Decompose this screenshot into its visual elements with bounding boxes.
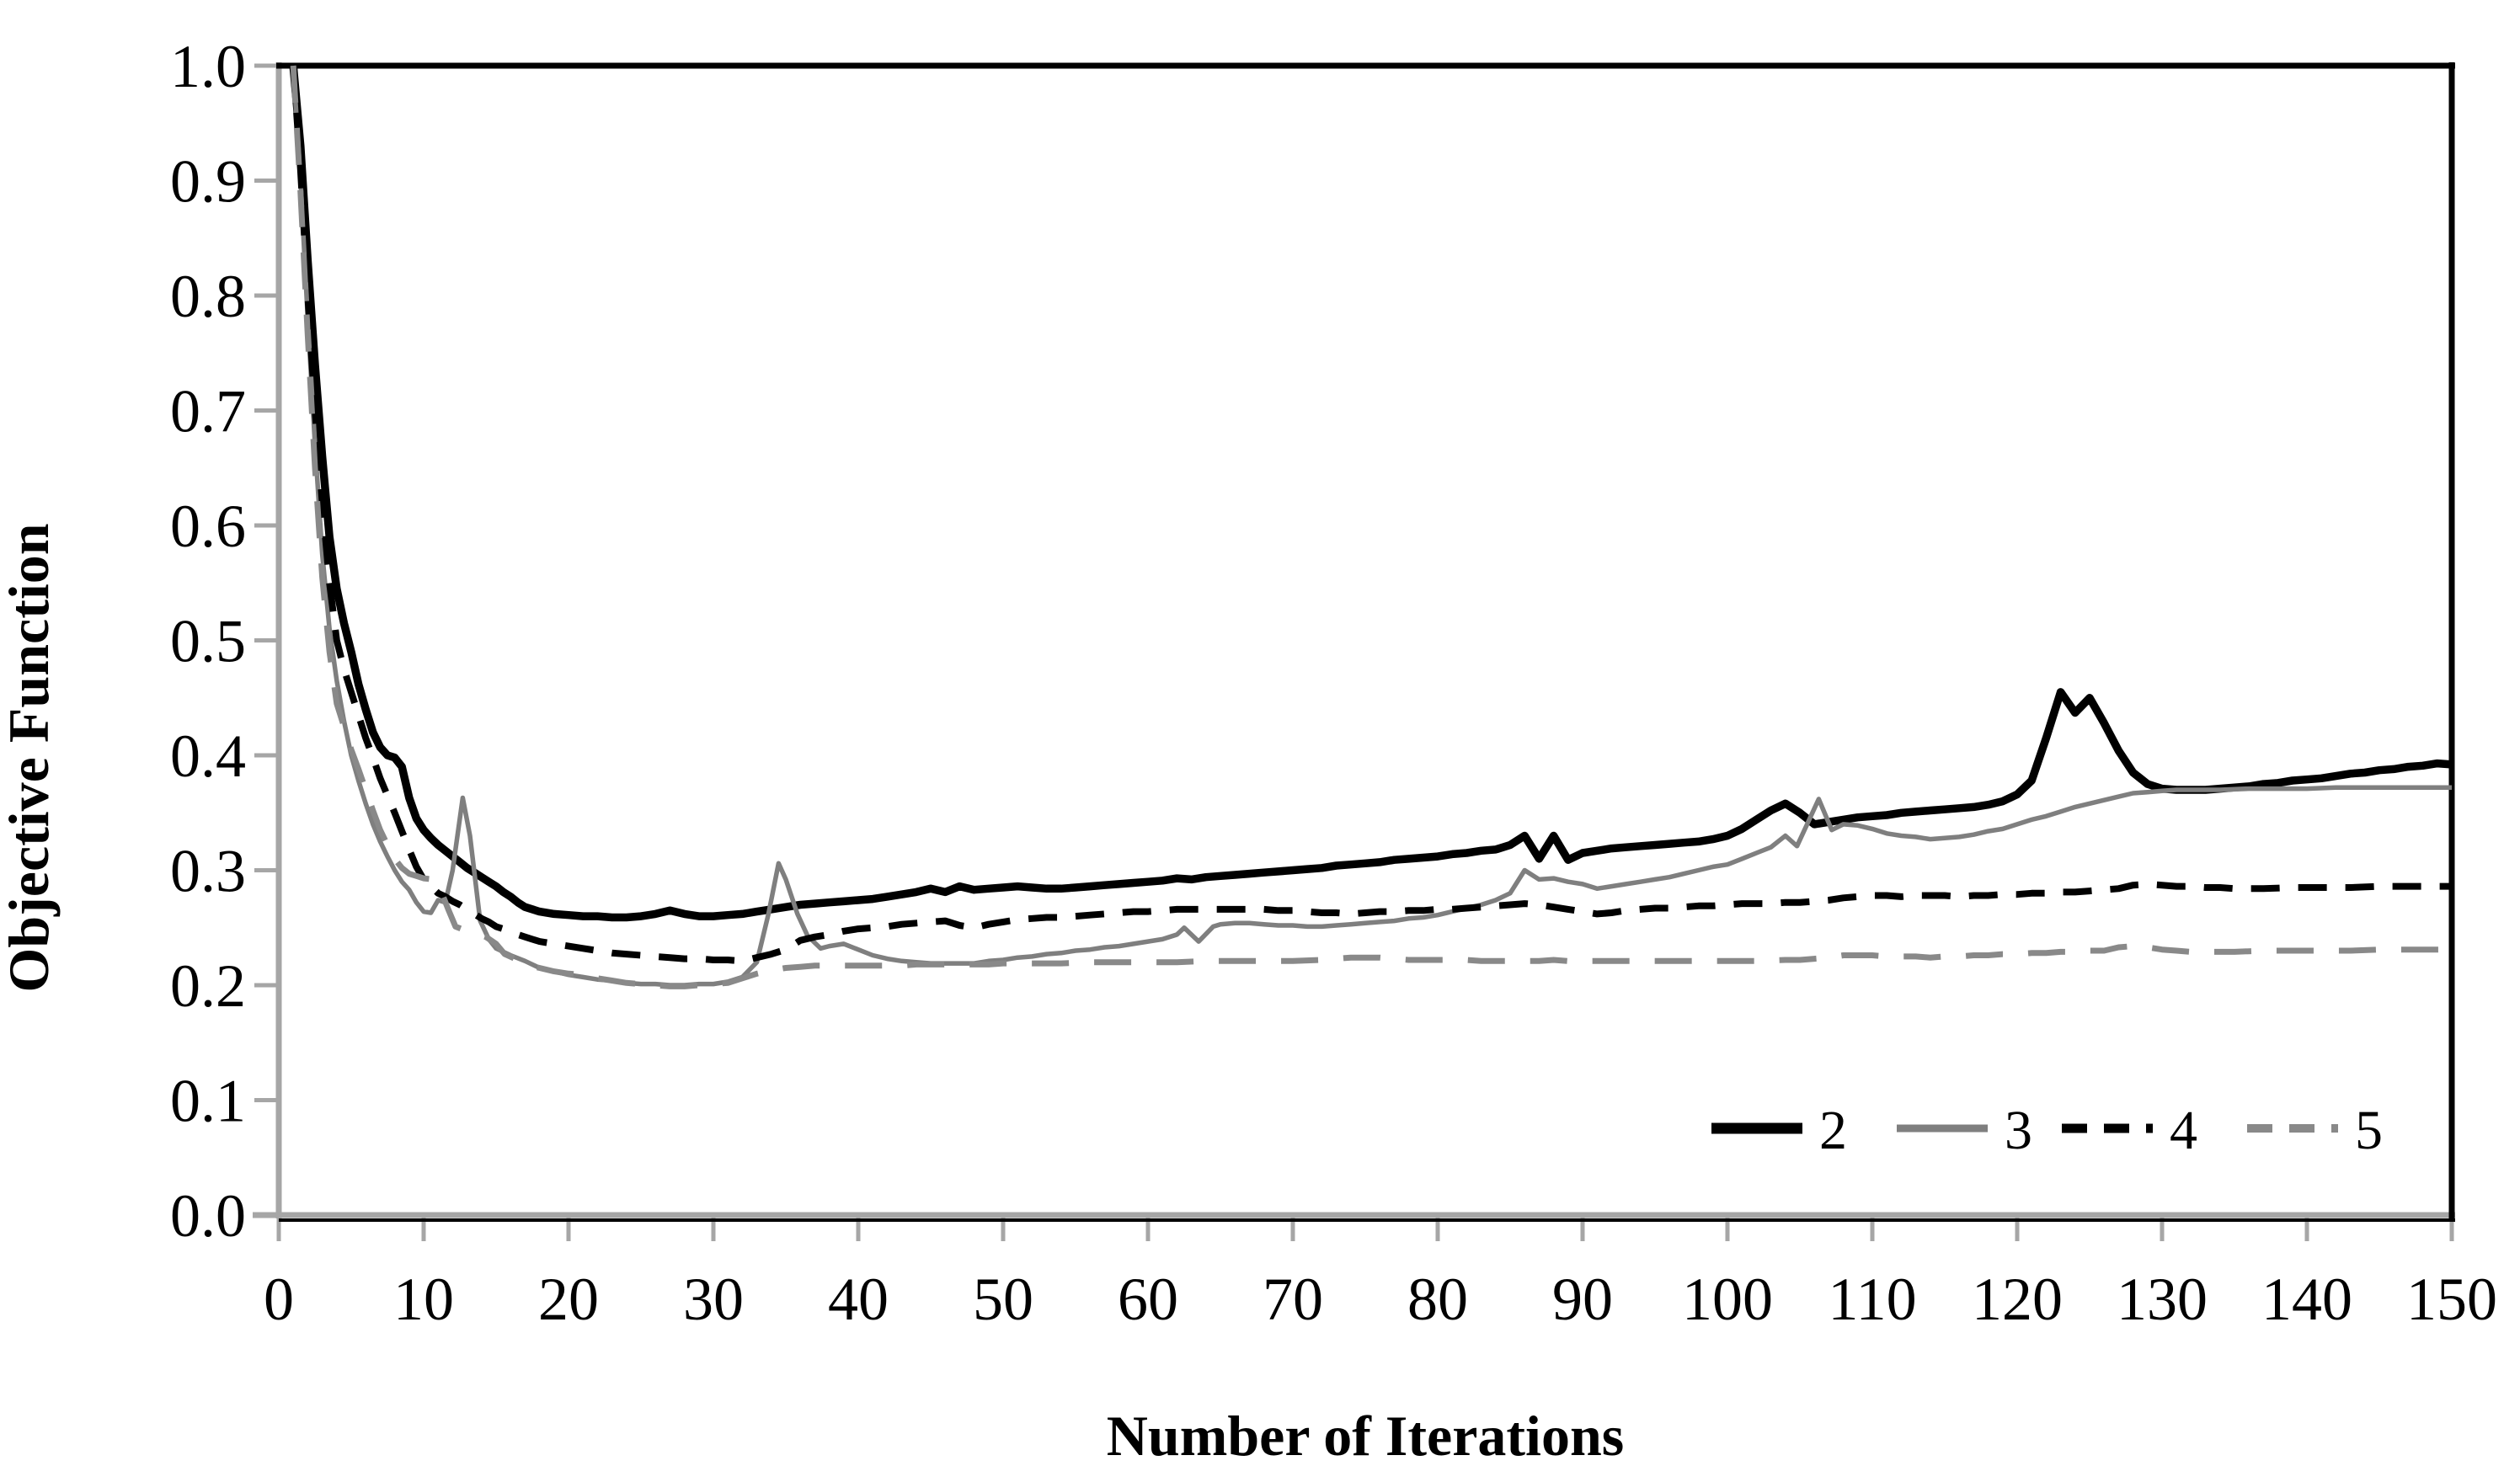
x-tick-label: 30	[683, 1266, 744, 1333]
x-tick-label: 80	[1407, 1266, 1468, 1333]
axes-and-frame	[253, 62, 2455, 1222]
x-tick-label: 100	[1682, 1266, 1773, 1333]
x-tick-label: 40	[828, 1266, 889, 1333]
axis-ticks	[254, 63, 2454, 1241]
x-tick-label: 10	[393, 1266, 454, 1333]
x-tick-label: 50	[973, 1266, 1033, 1333]
y-tick-label: 0.0	[170, 1182, 246, 1250]
x-tick-label: 110	[1828, 1266, 1916, 1333]
y-tick-label: 1.0	[170, 33, 246, 100]
legend-label-4: 4	[2170, 1100, 2197, 1161]
x-tick-label: 0	[264, 1266, 294, 1333]
series-2-line	[289, 65, 2453, 922]
series-lines	[289, 65, 2453, 989]
x-axis-title: Number of Iterations	[1107, 1404, 1624, 1468]
x-tick-label: 150	[2406, 1266, 2497, 1333]
x-tick-label: 130	[2117, 1266, 2208, 1333]
y-tick-label: 0.4	[170, 722, 246, 790]
y-tick-label: 0.7	[170, 378, 246, 445]
legend: 2 3 4 5	[1711, 1100, 2383, 1161]
y-axis-title: Objective Function	[0, 523, 61, 992]
series-5-line	[290, 65, 2452, 989]
x-tick-label: 60	[1118, 1266, 1178, 1333]
series-4-line	[290, 65, 2452, 965]
y-tick-label: 0.3	[170, 838, 246, 905]
x-tick-label: 140	[2261, 1266, 2352, 1333]
y-tick-label: 0.8	[170, 263, 246, 330]
tick-labels: 0.0 0.1 0.2 0.3 0.4 0.5 0.6 0.7 0.8 0.9 1.0 0 10 20 30…	[170, 33, 2497, 1333]
x-tick-label: 120	[1972, 1266, 2063, 1333]
y-tick-label: 0.1	[170, 1068, 246, 1135]
legend-label-2: 2	[1819, 1100, 1847, 1161]
y-tick-label: 0.2	[170, 952, 246, 1020]
legend-label-5: 5	[2355, 1100, 2383, 1161]
legend-label-3: 3	[2005, 1100, 2032, 1161]
x-tick-label: 90	[1552, 1266, 1613, 1333]
series-3-line	[291, 65, 2452, 988]
y-tick-label: 0.6	[170, 493, 246, 560]
x-tick-label: 20	[538, 1266, 599, 1333]
x-tick-label: 70	[1263, 1266, 1323, 1333]
y-tick-label: 0.5	[170, 608, 246, 675]
y-tick-label: 0.9	[170, 148, 246, 216]
